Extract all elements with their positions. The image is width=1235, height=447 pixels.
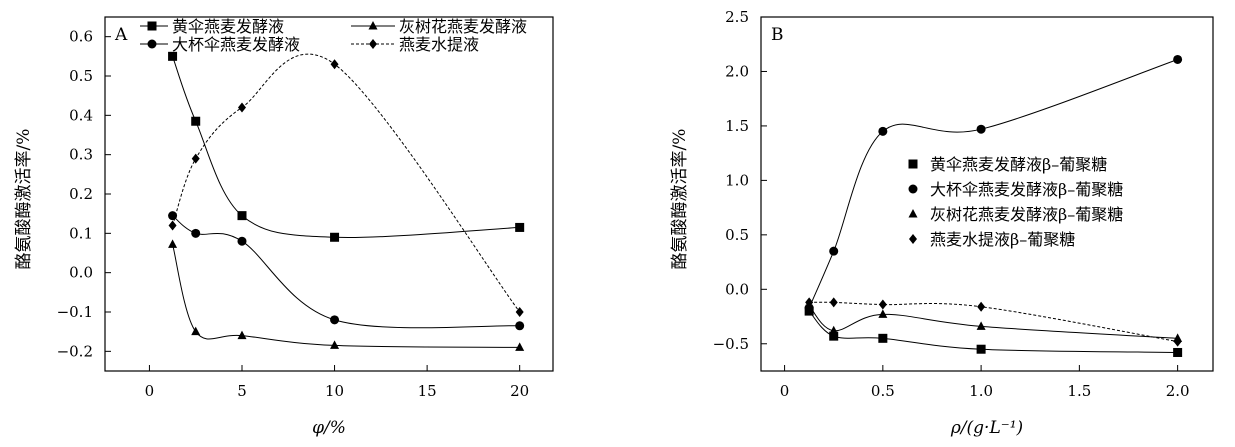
data-point bbox=[829, 246, 839, 256]
legend-label: 黄伞燕麦发酵液β–葡聚糖 bbox=[930, 155, 1107, 174]
data-point bbox=[976, 124, 986, 134]
legend-marker bbox=[147, 21, 157, 31]
data-point bbox=[237, 211, 247, 221]
data-point bbox=[330, 340, 340, 349]
y-tick-label: 0.1 bbox=[69, 224, 93, 242]
panel-label: B bbox=[771, 25, 784, 45]
series-line bbox=[808, 305, 1178, 339]
data-point bbox=[829, 297, 838, 308]
x-axis-title: ρ/(g·L⁻¹) bbox=[950, 418, 1023, 438]
y-tick-label: 0.2 bbox=[69, 185, 93, 203]
legend-marker bbox=[908, 159, 918, 169]
data-point bbox=[829, 331, 839, 341]
y-tick-label: 1.0 bbox=[725, 171, 749, 189]
y-tick-label: 0.4 bbox=[69, 106, 93, 124]
y-tick-label: 0.5 bbox=[69, 67, 93, 85]
x-tick-label: 5 bbox=[237, 382, 247, 400]
legend-label: 大杯伞燕麦发酵液 bbox=[172, 35, 300, 54]
y-tick-label: −0.5 bbox=[713, 335, 749, 353]
data-point bbox=[1173, 336, 1182, 347]
y-tick-label: 0.0 bbox=[725, 280, 749, 298]
data-point bbox=[168, 51, 178, 61]
x-tick-label: 0.5 bbox=[871, 382, 895, 400]
series-line bbox=[808, 310, 1178, 353]
y-tick-label: 2.5 bbox=[725, 8, 749, 26]
data-point bbox=[330, 232, 340, 242]
data-point bbox=[878, 299, 887, 310]
x-tick-label: 2.0 bbox=[1166, 382, 1190, 400]
data-point bbox=[515, 321, 525, 331]
y-axis-title: 酪氨酸酶激活率/% bbox=[670, 129, 690, 270]
series-line bbox=[172, 244, 520, 348]
data-point bbox=[515, 342, 525, 351]
series-line bbox=[172, 215, 520, 329]
series-line bbox=[809, 301, 1178, 343]
legend-label: 燕麦水提液β–葡聚糖 bbox=[930, 230, 1075, 249]
data-point bbox=[1173, 347, 1183, 357]
data-point bbox=[878, 126, 888, 136]
x-tick-label: 20 bbox=[510, 382, 529, 400]
data-point bbox=[515, 222, 525, 232]
x-tick-label: 1.0 bbox=[969, 382, 993, 400]
data-point bbox=[191, 153, 200, 164]
series-line bbox=[172, 56, 520, 239]
legend-label: 灰树花燕麦发酵液β–葡聚糖 bbox=[930, 205, 1123, 224]
data-point bbox=[330, 315, 340, 325]
legend-label: 燕麦水提液 bbox=[399, 35, 479, 54]
chart-panel-a: 0 5 10 15 20 −0.2 −0.1 0.0 0.1 0.2 0.3 0.4 0.5 0.6 φ/%… bbox=[14, 16, 554, 438]
data-point bbox=[168, 211, 178, 221]
data-point bbox=[805, 297, 814, 308]
plot-frame bbox=[760, 16, 1214, 372]
data-point bbox=[191, 116, 201, 126]
x-tick-label: 1.5 bbox=[1067, 382, 1091, 400]
data-point bbox=[976, 321, 986, 330]
y-tick-label: 1.5 bbox=[725, 117, 749, 135]
legend: 黄伞燕麦发酵液β–葡聚糖大杯伞燕麦发酵液β–葡聚糖灰树花燕麦发酵液β–葡聚糖燕麦… bbox=[908, 155, 1123, 249]
legend-marker bbox=[908, 209, 918, 218]
y-tick-label: 0.0 bbox=[69, 264, 93, 282]
chart-panel-b: 0 0.5 1.0 1.5 2.0 −0.5 0.0 0.5 1.0 1.5 2.0 2.5 ρ/(g·… bbox=[670, 8, 1214, 438]
legend-marker bbox=[369, 39, 377, 49]
legend-marker bbox=[147, 39, 157, 49]
legend-marker bbox=[909, 234, 917, 244]
x-tick-label: 10 bbox=[325, 382, 344, 400]
data-point bbox=[515, 307, 524, 317]
y-tick-label: 0.3 bbox=[69, 146, 93, 164]
data-point bbox=[168, 239, 178, 248]
data-point bbox=[829, 325, 839, 335]
y-tick-label: 0.6 bbox=[69, 28, 93, 46]
data-point bbox=[168, 220, 177, 231]
data-point bbox=[878, 309, 888, 318]
legend-marker bbox=[368, 21, 378, 30]
data-point bbox=[976, 344, 986, 354]
y-axis-title: 酪氨酸酶激活率/% bbox=[14, 129, 34, 270]
data-point bbox=[878, 333, 888, 343]
y-tick-label: 2.0 bbox=[725, 62, 749, 80]
data-point bbox=[237, 330, 247, 340]
data-point bbox=[977, 301, 986, 312]
series-line bbox=[172, 53, 521, 313]
legend-label: 黄伞燕麦发酵液 bbox=[172, 17, 284, 36]
x-tick-label: 0 bbox=[780, 382, 790, 400]
x-tick-label: 15 bbox=[418, 382, 437, 400]
data-point bbox=[237, 236, 247, 246]
data-point bbox=[330, 59, 339, 70]
legend-label: 大杯伞燕麦发酵液β–葡聚糖 bbox=[930, 180, 1123, 199]
y-tick-label: −0.1 bbox=[57, 303, 93, 321]
legend-marker bbox=[908, 184, 918, 194]
legend-label: 灰树花燕麦发酵液 bbox=[399, 17, 527, 36]
data-point bbox=[1173, 54, 1183, 64]
y-tick-label: 0.5 bbox=[725, 226, 749, 244]
x-tick-label: 0 bbox=[145, 382, 155, 400]
data-point bbox=[191, 228, 201, 238]
panel-label: A bbox=[114, 25, 128, 45]
x-axis-title: φ/% bbox=[312, 418, 346, 438]
y-tick-label: −0.2 bbox=[57, 342, 93, 360]
data-point bbox=[237, 102, 246, 113]
data-point bbox=[191, 326, 201, 336]
